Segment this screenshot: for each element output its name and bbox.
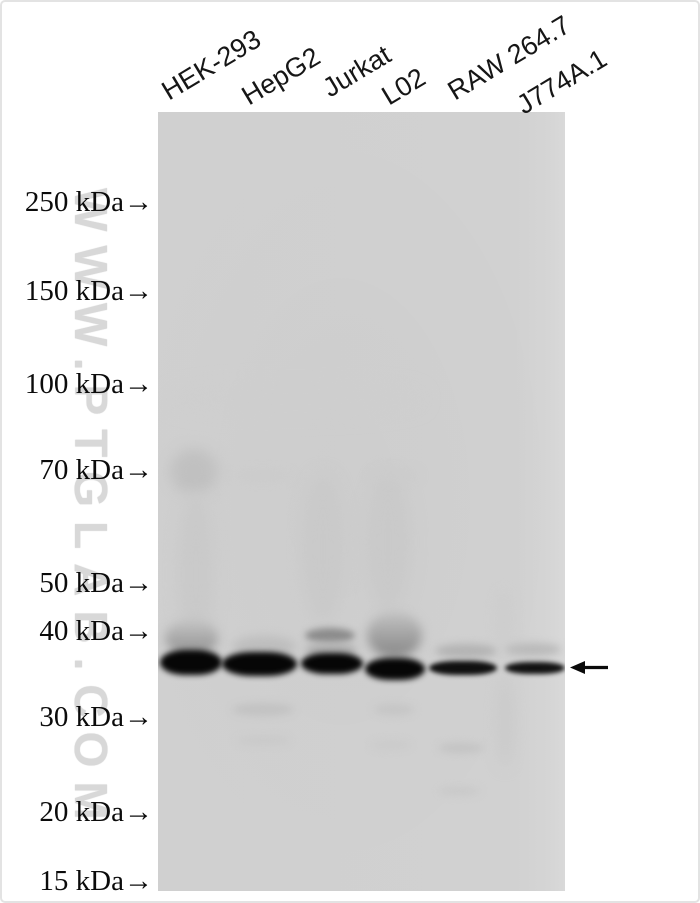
watermark: WWW.PTGLAB.COM <box>65 188 117 834</box>
background-smudge <box>168 384 423 414</box>
marker-15kda: 15 kDa→ <box>39 865 153 897</box>
halo-j774a1-above-band <box>505 643 561 656</box>
band-hek293 <box>160 650 222 675</box>
ghost-band-raw2647-2 <box>438 787 480 795</box>
smear-l02-above-band <box>367 612 422 658</box>
ghost-band-hepg2-1 <box>232 703 294 716</box>
streak-j774a1 <box>497 590 511 648</box>
band-hepg2 <box>222 652 297 676</box>
ghost-band-raw2647-1 <box>438 743 484 753</box>
faint-band-l02-70kda <box>370 470 418 481</box>
ghost-band-hepg2-2 <box>237 736 290 745</box>
streak-l02 <box>366 472 410 612</box>
marker-20kda: 20 kDa→ <box>39 796 153 828</box>
smear-hek293-70kda <box>170 449 218 494</box>
marker-70kda: 70 kDa→ <box>39 454 153 486</box>
faint-band-hepg2-70kda <box>234 470 292 481</box>
marker-50kda: 50 kDa→ <box>39 567 153 599</box>
marker-250kda: 250 kDa→ <box>24 186 153 218</box>
mw-markers: 250 kDa→ 150 kDa→ 100 kDa→ 70 kDa→ 50 kD… <box>2 2 153 901</box>
halo-raw2647-above-band <box>435 644 497 658</box>
streak-jurkat <box>302 474 344 624</box>
band-pointer-arrow-icon <box>570 661 608 674</box>
band-j774a1 <box>505 662 565 674</box>
faint-band-jurkat-40kda <box>305 628 355 643</box>
band-l02 <box>365 658 425 680</box>
band-jurkat <box>301 653 363 674</box>
blot-membrane <box>158 112 565 891</box>
ghost-band-l02-1 <box>374 704 414 715</box>
ghost-band-l02-2 <box>372 741 410 749</box>
marker-30kda: 30 kDa→ <box>39 701 153 733</box>
marker-40kda: 40 kDa→ <box>39 615 153 647</box>
marker-100kda: 100 kDa→ <box>24 368 153 400</box>
band-raw2647 <box>429 661 497 675</box>
ghost-streak-j774a1 <box>497 677 513 767</box>
marker-150kda: 150 kDa→ <box>24 275 153 307</box>
